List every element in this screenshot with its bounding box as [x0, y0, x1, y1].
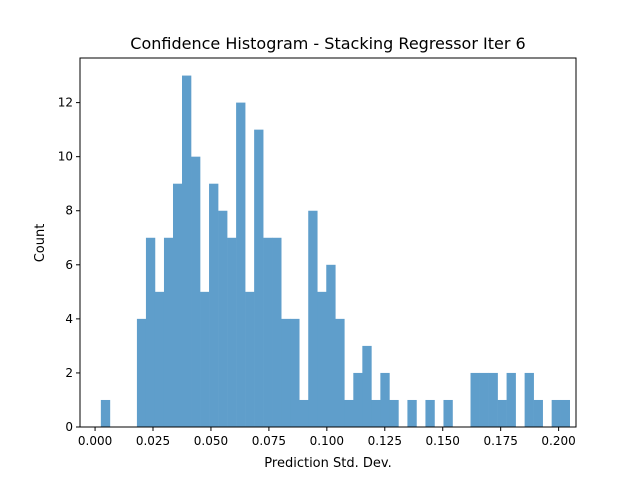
histogram-bar — [254, 129, 264, 427]
histogram-bar — [506, 372, 516, 427]
histogram-bar — [218, 210, 228, 427]
y-tick-label: 12 — [58, 96, 73, 110]
histogram-bar — [380, 372, 390, 427]
y-tick-label: 8 — [65, 204, 73, 218]
histogram-bar — [407, 399, 417, 427]
histogram-bar — [326, 264, 336, 427]
y-tick-label: 0 — [65, 420, 73, 434]
y-axis-ticks: 0 2 4 6 8 10 12 — [58, 96, 80, 434]
y-tick-label: 4 — [65, 312, 73, 326]
histogram-bar — [551, 399, 561, 427]
histogram-bar — [100, 399, 111, 427]
histogram-bars — [100, 75, 570, 428]
histogram-bar — [263, 237, 273, 427]
x-tick-label: 0.000 — [78, 434, 112, 448]
histogram-bar — [136, 318, 147, 427]
x-tick-label: 0.075 — [252, 434, 286, 448]
histogram-bar — [227, 237, 237, 427]
x-tick-label: 0.125 — [368, 434, 402, 448]
histogram-bar — [281, 318, 291, 427]
histogram-bar — [353, 372, 363, 427]
histogram-bar — [245, 291, 255, 427]
histogram-bar — [317, 291, 327, 427]
histogram-bar — [299, 399, 309, 427]
histogram-bar — [145, 237, 156, 427]
histogram-bar — [389, 399, 399, 427]
y-tick-label: 10 — [58, 150, 73, 164]
histogram-bar — [172, 183, 183, 427]
histogram-bar — [479, 372, 489, 427]
histogram-bar — [497, 399, 507, 427]
y-tick-label: 6 — [65, 258, 73, 272]
x-axis-label: Prediction Std. Dev. — [264, 456, 391, 471]
histogram-bar — [308, 210, 318, 427]
histogram-bar — [560, 399, 570, 427]
histogram-bar — [524, 372, 534, 427]
x-tick-label: 0.025 — [136, 434, 170, 448]
histogram-bar — [470, 372, 480, 427]
chart-title: Confidence Histogram - Stacking Regresso… — [130, 34, 525, 53]
x-axis-ticks: 0.000 0.025 0.050 0.075 0.100 0.125 0.150 0.175… — [78, 427, 576, 448]
x-tick-label: 0.175 — [483, 434, 517, 448]
histogram-bar — [362, 345, 372, 427]
histogram-bar — [533, 399, 543, 427]
histogram-bar — [236, 102, 246, 427]
histogram-bar — [443, 399, 453, 427]
histogram-bar — [200, 291, 210, 427]
histogram-bar — [209, 183, 219, 427]
y-axis-label: Count — [33, 224, 48, 263]
histogram-bar — [371, 399, 381, 427]
histogram-bar — [488, 372, 498, 427]
histogram-bar — [191, 156, 201, 428]
histogram-bar — [344, 399, 354, 427]
x-tick-label: 0.100 — [310, 434, 344, 448]
plot-frame — [79, 57, 577, 428]
x-tick-label: 0.200 — [541, 434, 575, 448]
x-tick-label: 0.050 — [194, 434, 228, 448]
histogram-bar — [425, 399, 435, 427]
histogram-bar — [154, 291, 165, 427]
histogram-bar — [290, 318, 300, 427]
histogram-bar — [272, 237, 282, 427]
histogram-bar — [335, 318, 345, 427]
x-tick-label: 0.150 — [426, 434, 460, 448]
y-tick-label: 2 — [65, 366, 73, 380]
histogram-bar — [163, 237, 174, 427]
histogram-bar — [182, 75, 192, 427]
